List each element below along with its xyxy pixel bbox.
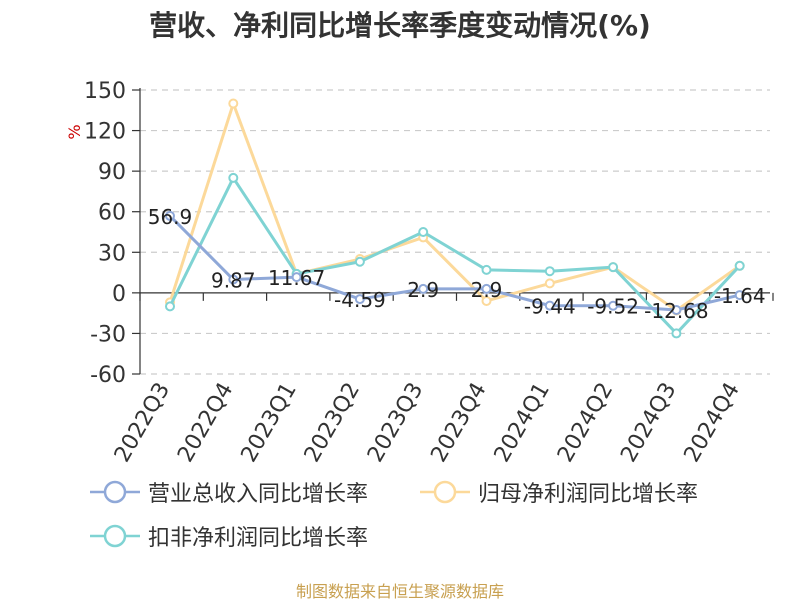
y-tick-label: 90	[98, 160, 126, 185]
data-point	[608, 300, 619, 311]
data-label: 9.87	[211, 269, 256, 293]
data-label: -12.68	[644, 299, 708, 323]
data-label: -9.52	[587, 295, 639, 319]
x-tick-label: 2023Q4	[426, 379, 491, 467]
grid-lines	[140, 89, 770, 375]
data-point	[734, 260, 745, 271]
y-tick-label: 0	[112, 282, 126, 307]
x-tick-label: 2024Q3	[616, 379, 681, 467]
legend-item-net-profit[interactable]: 归母净利润同比增长率	[420, 474, 698, 510]
x-tick-label: 2023Q2	[300, 379, 365, 467]
x-tick-label: 2022Q4	[173, 379, 238, 467]
legend-marker-net-profit	[420, 480, 470, 504]
data-labels: 56.9 9.87 11.67 -4.59 2.9 2.9 -9.44 -9.52 -12.68…	[148, 205, 766, 323]
data-point	[481, 283, 492, 294]
legend-item-revenue[interactable]: 营业总收入同比增长率	[90, 474, 368, 510]
y-tick-label: 120	[84, 120, 126, 145]
legend-label-deducted-net-profit: 扣非净利润同比增长率	[148, 526, 369, 551]
legend-item-deducted-net-profit[interactable]: 扣非净利润同比增长率	[90, 518, 368, 554]
data-label: 2.9	[407, 278, 439, 302]
legend-marker-deducted-net-profit	[90, 524, 140, 548]
source-note: 制图数据来自恒生聚源数据库	[295, 582, 504, 601]
chart-title: 营收、净利同比增长率季度变动情况(%)	[149, 9, 651, 42]
data-point	[165, 301, 175, 312]
data-point	[481, 295, 492, 306]
data-label: -1.64	[714, 284, 766, 308]
y-tick-label: 60	[98, 201, 126, 226]
data-point	[354, 256, 365, 267]
data-point	[544, 278, 555, 289]
line-chart: -60-300306090120150%2022Q32022Q42023Q120…	[65, 79, 774, 467]
y-tick-label: 30	[98, 241, 126, 266]
data-point	[481, 264, 492, 275]
data-point	[228, 274, 239, 285]
x-tick-label: 2022Q3	[110, 379, 175, 467]
series-line	[168, 102, 741, 312]
x-tick-label: 2023Q1	[236, 379, 301, 467]
data-point	[418, 283, 429, 294]
x-tick-label: 2023Q3	[363, 379, 428, 467]
data-point	[228, 172, 239, 183]
series-line	[168, 176, 741, 335]
data-point	[354, 294, 365, 305]
data-point	[608, 262, 619, 273]
data-point	[734, 290, 745, 301]
data-label: -9.44	[524, 295, 576, 319]
data-label: -4.59	[334, 288, 386, 312]
y-tick-label: -60	[90, 363, 126, 388]
series-line	[168, 214, 741, 312]
y-tick-label: -30	[90, 322, 126, 347]
data-label: 2.9	[471, 278, 503, 302]
axes: -60-300306090120150%2022Q32022Q42023Q120…	[65, 79, 774, 467]
data-point	[544, 266, 555, 277]
data-point	[671, 305, 682, 316]
series-lines	[165, 98, 745, 339]
y-unit-label: %	[65, 124, 84, 139]
data-label: 11.67	[268, 266, 325, 290]
legend-label-net-profit: 归母净利润同比增长率	[478, 482, 699, 507]
data-point	[671, 328, 682, 339]
data-point	[418, 227, 429, 237]
x-tick-label: 2024Q2	[553, 379, 618, 467]
y-tick-label: 150	[84, 79, 126, 104]
legend-label-revenue: 营业总收入同比增长率	[148, 482, 369, 507]
x-tick-label: 2024Q1	[490, 379, 555, 467]
data-label: 56.9	[148, 205, 193, 229]
data-point	[165, 210, 175, 221]
x-tick-label: 2024Q4	[680, 379, 745, 467]
data-point	[228, 98, 239, 109]
legend-marker-revenue	[90, 480, 140, 504]
data-point	[291, 272, 302, 283]
data-point	[544, 300, 555, 311]
